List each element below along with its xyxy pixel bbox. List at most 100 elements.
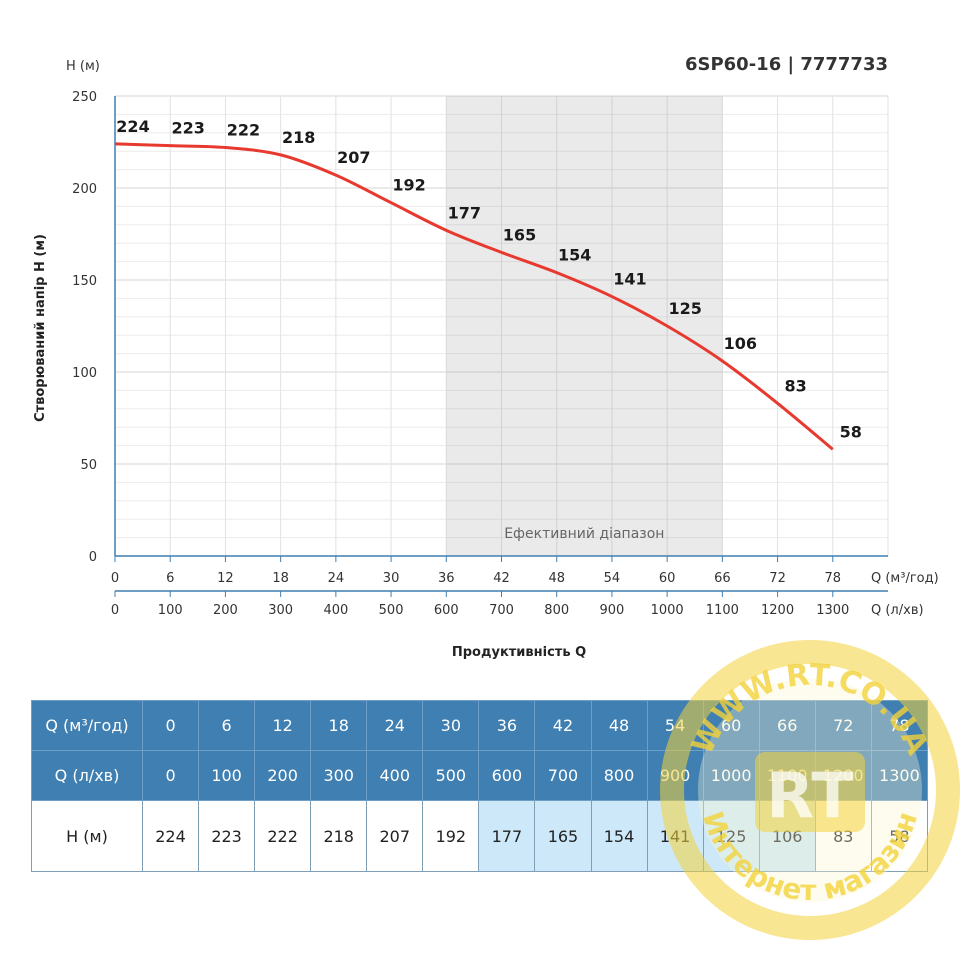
table-cell: 200	[254, 750, 312, 801]
x2-tick-label: 1100	[706, 603, 739, 618]
y-unit-label: H (м)	[66, 59, 100, 74]
table-cell: 12	[254, 700, 312, 751]
x-tick-label: 30	[383, 571, 400, 586]
x-unit-label: Q (м³/год)	[871, 571, 939, 586]
chart-title: 6SP60-16 | 7777733	[685, 54, 888, 75]
x-tick-label: 6	[166, 571, 174, 586]
table-cell: 72	[814, 700, 872, 751]
data-label: 83	[784, 376, 806, 395]
data-label: 192	[392, 176, 425, 195]
table-row: H (м) 224 223 222 218 207 192 177 165 154 141 125 10…	[31, 800, 929, 872]
performance-chart: Ефективний діапазон 224 223 222 218 207 192 17…	[33, 54, 939, 660]
y-axis-title: Створюваний напір H (м)	[33, 234, 48, 422]
table-cell: 207	[366, 800, 424, 872]
data-label: 207	[337, 148, 370, 167]
data-table: Q (м³/год) 0 6 12 18 24 30 36 42 48 54 60 66 72 78 Q (л…	[31, 700, 929, 872]
table-row: Q (м³/год) 0 6 12 18 24 30 36 42 48 54 60 66 72 78	[31, 700, 929, 751]
y-tick-label: 100	[72, 366, 97, 381]
x-tick-label: 24	[328, 571, 345, 586]
data-label: 218	[282, 128, 315, 147]
x-tick-label: 0	[111, 571, 119, 586]
x2-tick-label: 200	[213, 603, 238, 618]
x2-tick-label: 400	[323, 603, 348, 618]
x-tick-label: 18	[272, 571, 289, 586]
x-axis-title: Продуктивність Q	[452, 645, 586, 660]
table-row-header: Q (л/хв)	[31, 750, 143, 801]
x-tick-label: 60	[659, 571, 676, 586]
data-label: 224	[116, 117, 149, 136]
table-cell: 6	[198, 700, 256, 751]
table-cell: 222	[254, 800, 312, 872]
data-label: 165	[503, 225, 536, 244]
efficient-range-label: Ефективний діапазон	[504, 526, 664, 542]
data-label: 154	[558, 246, 591, 265]
table-cell: 300	[310, 750, 368, 801]
x2-tick-label: 800	[544, 603, 569, 618]
table-cell: 1300	[870, 750, 929, 801]
table-cell: 192	[422, 800, 480, 872]
table-cell: 18	[310, 700, 368, 751]
x-tick-label: 42	[493, 571, 510, 586]
data-label: 222	[227, 121, 260, 140]
table-cell: 24	[366, 700, 424, 751]
table-cell: 165	[534, 800, 592, 872]
data-label: 125	[668, 299, 701, 318]
y-tick-label: 50	[80, 458, 97, 473]
efficient-range-band	[446, 96, 723, 556]
x2-tick-label: 700	[489, 603, 514, 618]
chart-grid	[114, 95, 889, 557]
table-cell: 100	[198, 750, 256, 801]
data-label: 223	[172, 119, 205, 138]
x-tick-label: 66	[714, 571, 731, 586]
table-row-header: H (м)	[31, 800, 143, 872]
data-label: 106	[724, 334, 757, 353]
x2-tick-label: 100	[158, 603, 183, 618]
table-cell: 600	[478, 750, 536, 801]
x2-tick-label: 300	[268, 603, 293, 618]
table-cell: 58	[870, 800, 929, 872]
watermark-logo: RT	[766, 759, 853, 832]
x2-unit-label: Q (л/хв)	[871, 603, 924, 618]
y-tick-label: 200	[72, 182, 97, 197]
x-tick-label: 78	[825, 571, 842, 586]
table-cell: 125	[702, 800, 760, 872]
y-tick-labels: 0 50 100 150 200 250	[72, 90, 97, 565]
x2-tick-label: 900	[600, 603, 625, 618]
table-cell: 36	[478, 700, 536, 751]
x-tick-label: 48	[548, 571, 565, 586]
table-cell: 218	[310, 800, 368, 872]
watermark-seal: WWW.RT.CO.UA Интернет магазин RT	[660, 640, 960, 940]
y-tick-label: 150	[72, 274, 97, 289]
table-cell: 400	[366, 750, 424, 801]
x-tick-labels: 0 6 12 18 24 30 36 42 48 54 60 66 72 78	[111, 571, 841, 586]
table-cell: 0	[141, 750, 200, 801]
x-tick-label: 12	[217, 571, 234, 586]
y-tick-label: 250	[72, 90, 97, 105]
table-cell: 500	[422, 750, 480, 801]
table-cell: 800	[590, 750, 648, 801]
x2-tick-label: 1200	[761, 603, 794, 618]
table-cell: 48	[590, 700, 648, 751]
chart-axes	[114, 96, 888, 597]
x2-tick-label: 1300	[816, 603, 849, 618]
data-labels: 224 223 222 218 207 192 177 165 154 141 125 106 83 58	[116, 117, 862, 441]
x-tick-label: 54	[604, 571, 621, 586]
x2-tick-label: 0	[111, 603, 119, 618]
table-cell: 224	[141, 800, 200, 872]
data-label: 141	[613, 270, 646, 289]
table-cell: 1000	[702, 750, 760, 801]
x2-tick-labels: 0 100 200 300 400 500 600 700 800 900 1000 1100 1200…	[111, 603, 849, 618]
table-cell: 177	[478, 800, 536, 872]
y-tick-label: 0	[89, 550, 97, 565]
x2-tick-label: 500	[379, 603, 404, 618]
x-tick-label: 72	[769, 571, 786, 586]
data-label: 177	[448, 203, 481, 222]
table-cell: 223	[198, 800, 256, 872]
x2-tick-label: 600	[434, 603, 459, 618]
x-tick-label: 36	[438, 571, 455, 586]
data-label: 58	[840, 422, 862, 441]
x2-tick-label: 1000	[651, 603, 684, 618]
table-cell: 700	[534, 750, 592, 801]
table-cell: 42	[534, 700, 592, 751]
table-row-header: Q (м³/год)	[31, 700, 143, 751]
